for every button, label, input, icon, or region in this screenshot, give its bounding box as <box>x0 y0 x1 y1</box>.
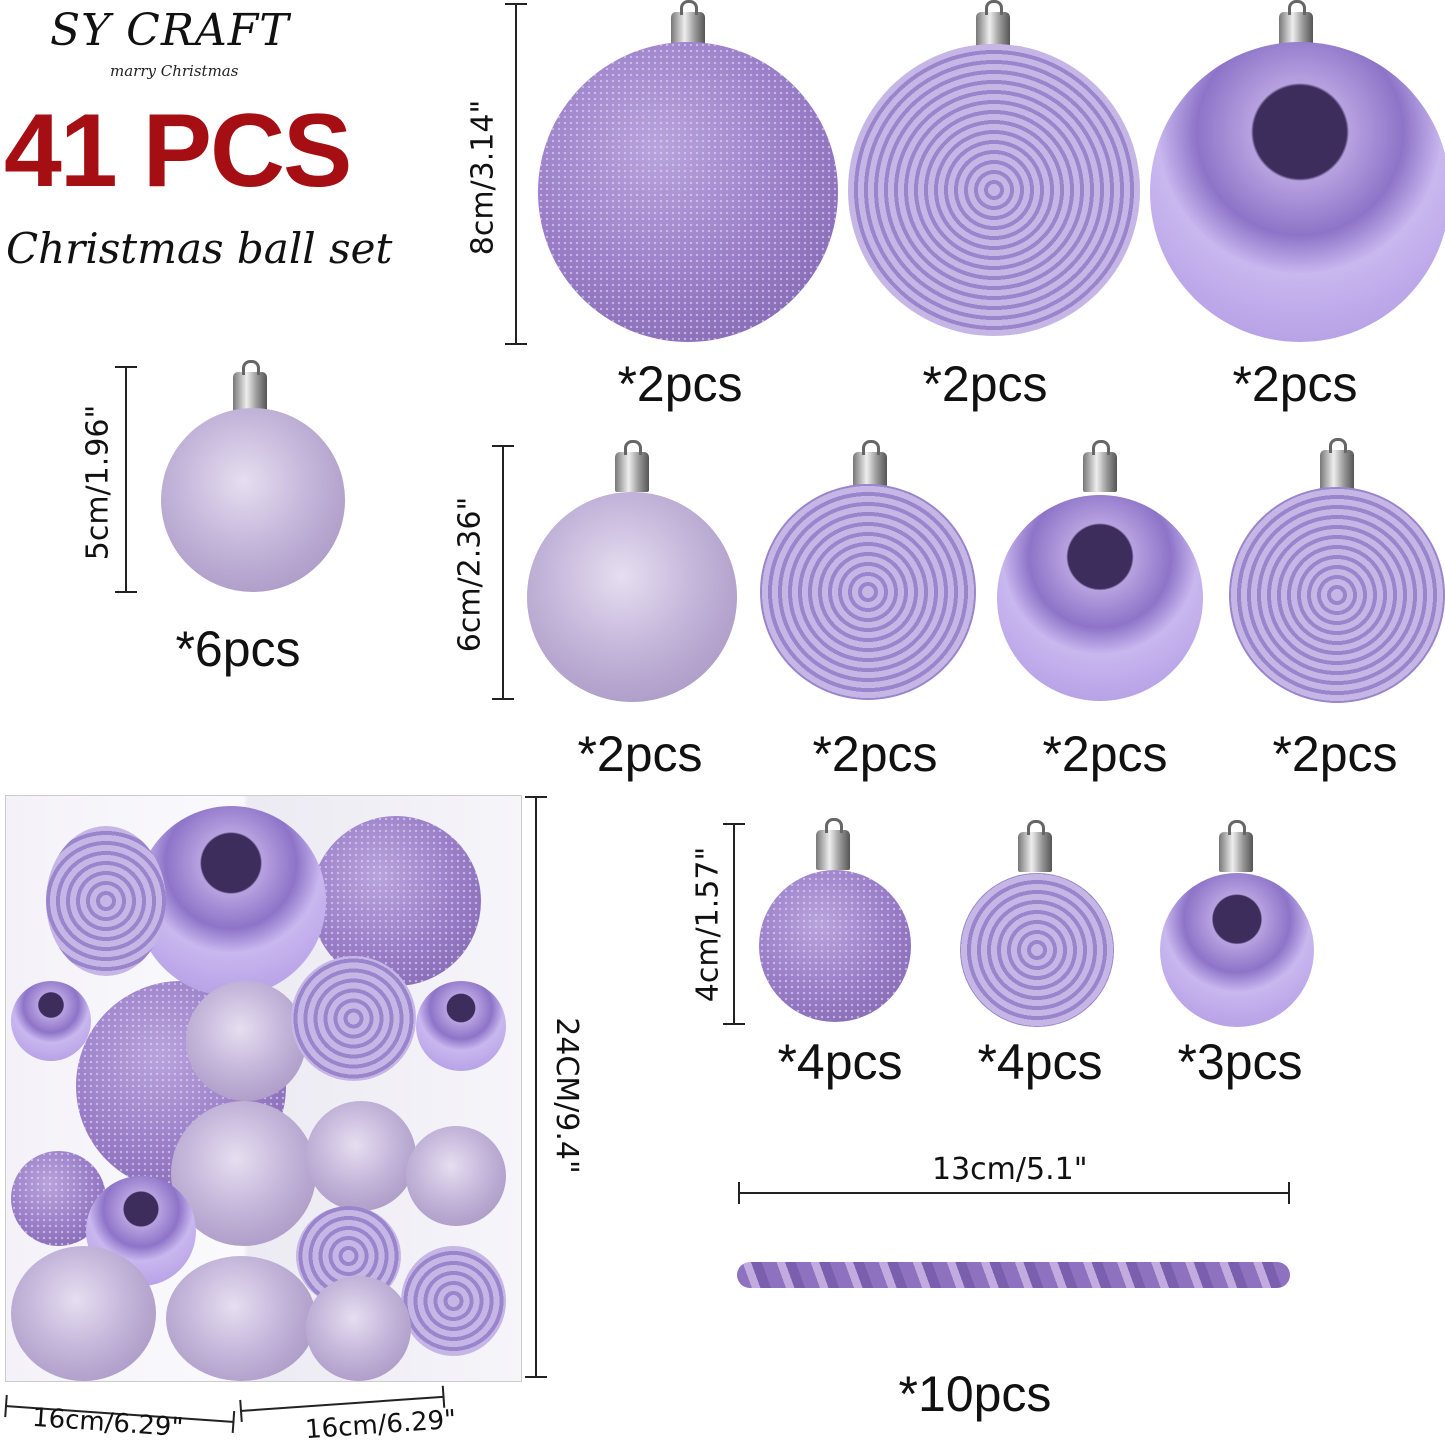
brand-logo: SY CRAFT <box>50 5 290 56</box>
quantity-label: *2pcs <box>1232 356 1358 412</box>
dimension-line-icicle <box>738 1182 1290 1204</box>
ornament-cap <box>233 360 267 412</box>
box-ornament <box>406 1126 506 1226</box>
quantity-label: *4pcs <box>977 1034 1103 1090</box>
ornament-cap <box>1320 438 1354 490</box>
dimension-label-icicle: 13cm/5.1" <box>932 1152 1088 1187</box>
box-ornament <box>401 1246 506 1356</box>
ornament-medium-shiny <box>997 495 1203 701</box>
ornament-small-shiny <box>1160 873 1314 1027</box>
icicle-ornament <box>737 1262 1290 1288</box>
ornament-cap <box>615 440 649 492</box>
quantity-label: *2pcs <box>1042 726 1168 782</box>
quantity-label: *2pcs <box>577 726 703 782</box>
quantity-label: *2pcs <box>922 356 1048 412</box>
quantity-label: *2pcs <box>1272 726 1398 782</box>
ornament-large-shiny <box>1150 42 1445 342</box>
quantity-label: *10pcs <box>898 1366 1052 1422</box>
ornament-cap <box>1083 440 1117 492</box>
ornament-small-embossed <box>960 873 1114 1027</box>
quantity-label: *6pcs <box>175 621 301 677</box>
quantity-label: *2pcs <box>812 726 938 782</box>
ornament-large-glitter <box>538 42 838 342</box>
ornament-cap <box>816 818 850 870</box>
box-ornament <box>291 956 416 1081</box>
dimension-label-5cm: 5cm/1.96" <box>80 404 116 561</box>
dimension-line-5cm <box>115 366 137 593</box>
box-ornament <box>166 1256 316 1381</box>
box-ornament <box>46 826 166 976</box>
ornament-cap <box>1018 820 1052 872</box>
quantity-label: *4pcs <box>777 1034 903 1090</box>
box-ornament <box>11 981 91 1061</box>
ornament-large-embossed <box>848 44 1140 336</box>
ornament-medium-matte <box>527 492 737 702</box>
dimension-line-4cm <box>723 823 745 1025</box>
ornament-small-glitter <box>759 870 911 1022</box>
dimension-label-8cm: 8cm/3.14" <box>465 99 501 256</box>
packaging-box <box>5 795 522 1382</box>
dimension-label-6cm: 6cm/2.36" <box>452 496 488 653</box>
ornament-cap <box>1219 820 1253 872</box>
box-ornament <box>416 981 506 1071</box>
box-ornament <box>306 1101 416 1211</box>
dimension-label-box-width: 16cm/6.29" <box>31 1402 185 1444</box>
dimension-line-box-height <box>525 796 547 1378</box>
dimension-line-8cm <box>505 3 527 345</box>
dimension-label-4cm: 4cm/1.57" <box>690 846 726 1003</box>
dimension-line-6cm <box>492 445 514 700</box>
box-ornament <box>136 806 326 996</box>
ornament-medium-leaf <box>1229 487 1445 703</box>
dimension-label-box-height: 24CM/9.4" <box>548 1017 584 1174</box>
box-ornament <box>186 981 306 1101</box>
quantity-label: *2pcs <box>617 356 743 412</box>
piece-count: 41 PCS <box>4 93 352 209</box>
brand-tagline: marry Christmas <box>110 62 239 80</box>
box-ornament <box>11 1246 156 1381</box>
quantity-label: *3pcs <box>1177 1034 1303 1090</box>
dimension-label-box-depth: 16cm/6.29" <box>304 1404 458 1446</box>
ornament-medium-embossed <box>760 484 976 700</box>
ornament-5cm-matte <box>161 408 345 592</box>
box-ornament <box>306 1276 411 1381</box>
product-subtitle: Christmas ball set <box>6 224 393 273</box>
